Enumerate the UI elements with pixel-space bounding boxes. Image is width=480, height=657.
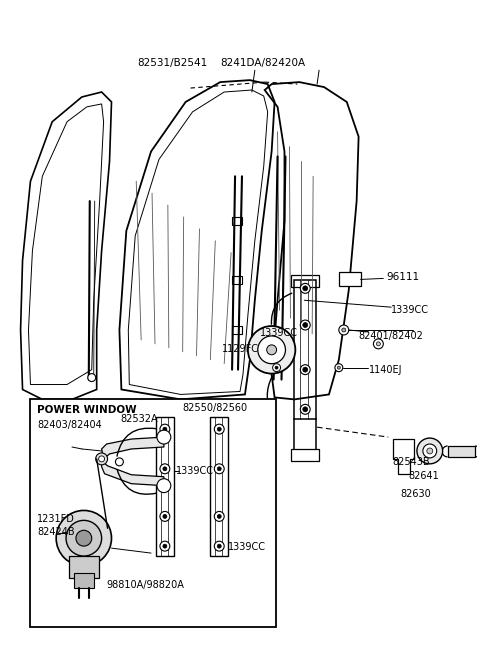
Circle shape	[339, 325, 349, 335]
Circle shape	[267, 345, 276, 355]
Bar	[210, 417, 228, 556]
Circle shape	[300, 283, 310, 293]
Bar	[30, 399, 276, 627]
Bar	[156, 417, 174, 556]
Circle shape	[337, 366, 340, 369]
Circle shape	[303, 407, 308, 412]
Text: 1129FC: 1129FC	[221, 344, 259, 354]
Circle shape	[214, 541, 224, 551]
Bar	[232, 326, 242, 334]
Circle shape	[163, 467, 167, 471]
Text: 82532A: 82532A	[120, 414, 158, 424]
Circle shape	[217, 514, 221, 518]
Circle shape	[160, 511, 170, 522]
Circle shape	[300, 404, 310, 415]
Circle shape	[160, 464, 170, 474]
Circle shape	[427, 448, 433, 454]
Text: 98810A/98820A: 98810A/98820A	[107, 580, 184, 590]
Text: 82403/82404: 82403/82404	[37, 420, 102, 430]
Circle shape	[157, 430, 171, 444]
Circle shape	[214, 464, 224, 474]
Circle shape	[300, 320, 310, 330]
Text: 82630: 82630	[400, 489, 431, 499]
Circle shape	[214, 424, 224, 434]
Text: 82401/82402: 82401/82402	[359, 331, 423, 341]
Text: 96111: 96111	[386, 273, 420, 283]
Circle shape	[275, 366, 278, 369]
Circle shape	[160, 424, 170, 434]
Text: 8241DA/82420A: 8241DA/82420A	[220, 58, 305, 68]
Text: 1339CC: 1339CC	[228, 542, 266, 552]
Circle shape	[300, 365, 310, 374]
Circle shape	[335, 364, 343, 372]
Text: 1339CC: 1339CC	[176, 466, 214, 476]
Circle shape	[66, 520, 102, 556]
Bar	[232, 277, 242, 284]
Text: 82550/82560: 82550/82560	[183, 403, 248, 413]
Circle shape	[96, 453, 108, 465]
Bar	[291, 449, 319, 461]
Bar	[232, 217, 242, 225]
Circle shape	[273, 364, 280, 372]
Circle shape	[258, 336, 286, 364]
Circle shape	[99, 456, 105, 462]
Circle shape	[157, 479, 171, 493]
Bar	[447, 446, 475, 457]
Circle shape	[217, 427, 221, 431]
Text: 82543B: 82543B	[392, 457, 430, 467]
Circle shape	[163, 427, 167, 431]
Polygon shape	[102, 437, 164, 459]
Text: POWER WINDOW: POWER WINDOW	[37, 405, 137, 415]
Circle shape	[376, 342, 380, 346]
Circle shape	[423, 444, 437, 458]
Text: 82641: 82641	[408, 471, 439, 481]
Text: 82424B: 82424B	[37, 528, 75, 537]
Circle shape	[373, 339, 384, 349]
Bar	[294, 281, 316, 419]
Bar	[69, 556, 99, 578]
Circle shape	[163, 544, 167, 548]
Text: 1231FD: 1231FD	[37, 514, 75, 524]
Polygon shape	[102, 461, 164, 486]
Circle shape	[217, 544, 221, 548]
Circle shape	[417, 438, 443, 464]
Text: 1339CC: 1339CC	[260, 328, 298, 338]
Circle shape	[76, 530, 92, 546]
Circle shape	[303, 367, 308, 372]
Circle shape	[116, 458, 123, 466]
Text: 1339CC: 1339CC	[391, 305, 429, 315]
Circle shape	[248, 326, 295, 374]
Circle shape	[217, 467, 221, 471]
Bar	[291, 275, 319, 287]
Bar	[339, 273, 360, 286]
Circle shape	[88, 374, 96, 382]
Circle shape	[342, 328, 346, 332]
Circle shape	[163, 514, 167, 518]
Bar	[74, 573, 94, 588]
Circle shape	[160, 541, 170, 551]
Circle shape	[56, 510, 111, 566]
Text: 1140EJ: 1140EJ	[369, 365, 402, 374]
Circle shape	[214, 511, 224, 522]
Circle shape	[303, 286, 308, 291]
Circle shape	[303, 323, 308, 327]
Text: 82531/B2541: 82531/B2541	[137, 58, 207, 68]
